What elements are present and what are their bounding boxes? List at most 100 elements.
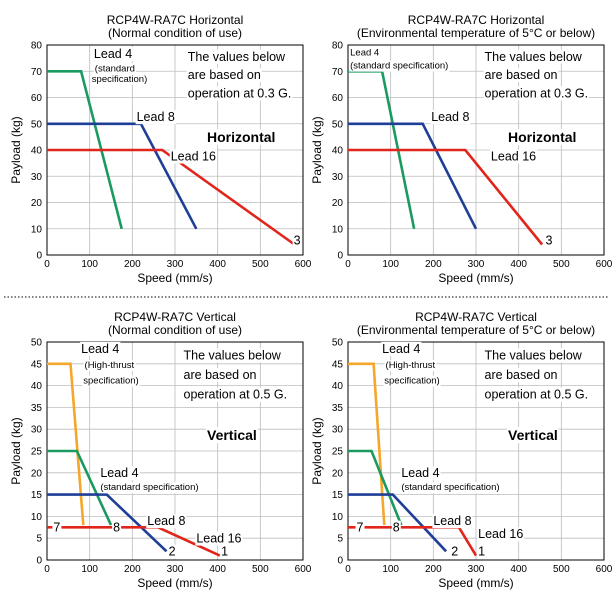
series-line-4 [47,525,221,557]
series-line-1 [348,362,386,526]
annotation-background [477,544,487,559]
y-tick-label: 0 [337,251,343,262]
x-tick-label: 200 [425,564,442,575]
annotation-background [507,427,559,444]
y-tick-label: 5 [36,534,42,545]
x-tick-label: 500 [252,259,269,270]
y-tick-label: 80 [332,41,344,52]
annotation-label: 8 [113,521,120,535]
chart-title: RCP4W-RA7C Vertical [114,310,236,324]
x-axis-label: Speed (mm/s) [137,271,212,285]
y-tick-label: 60 [332,93,344,104]
annotation-label: Lead 8 [431,110,469,124]
chart-subtitle: (Normal condition of use) [108,26,242,40]
annotation-background [544,233,554,248]
annotation-background [220,544,230,559]
x-tick-label: 100 [81,564,98,575]
series-line-3 [348,493,448,553]
annotation-label: (High-thrust [85,360,135,371]
x-tick-label: 200 [124,259,141,270]
y-tick-label: 30 [31,172,43,183]
annotation-label: operation at 0.3 G. [485,87,589,101]
y-tick-label: 10 [332,224,344,235]
annotation-background [430,110,471,125]
annotation-background [80,341,121,356]
annotation-label: Lead 4 [382,342,420,356]
y-tick-label: 40 [31,381,43,392]
y-tick-label: 25 [31,447,43,458]
chart-subtitle: (Normal condition of use) [108,323,242,337]
y-tick-label: 15 [332,490,344,501]
annotation-background [507,129,578,146]
x-tick-label: 400 [510,564,527,575]
x-tick-label: 200 [124,564,141,575]
annotation-label: specification) [384,375,439,386]
x-tick-label: 600 [295,259,312,270]
annotation-label: are based on [485,68,558,82]
y-tick-label: 5 [337,534,343,545]
annotation-background [349,60,450,72]
y-tick-label: 50 [332,119,344,130]
x-axis-label: Speed (mm/s) [137,576,212,590]
x-tick-label: 500 [553,259,570,270]
y-tick-label: 45 [31,359,43,370]
y-tick-label: 40 [31,146,43,157]
annotation-background [99,466,140,481]
y-tick-label: 30 [332,425,344,436]
annotation-background [83,360,136,372]
x-tick-label: 400 [209,564,226,575]
x-axis-label: Speed (mm/s) [438,576,513,590]
annotation-background [90,73,149,85]
annotation-label: 3 [294,234,301,248]
annotation-background [182,348,283,363]
annotation-label: Lead 16 [196,532,241,546]
annotation-background [450,544,460,559]
y-tick-label: 20 [332,198,344,209]
annotation-background [169,149,217,164]
chart-panel-4: 0 100 200 300 400 500 600 0 5 10 15 20 25 30 35 40 45 50 R… [310,310,613,590]
series-line-2 [348,122,478,230]
y-tick-label: 30 [332,172,344,183]
annotation-background [384,360,437,372]
annotation-label: Lead 8 [433,514,471,528]
annotation-label: Lead 4 [81,342,119,356]
annotation-background [186,86,293,101]
y-tick-label: 10 [332,512,344,523]
annotation-label: 3 [546,234,553,248]
annotation-background [483,86,590,101]
chart-title: RCP4W-RA7C Horizontal [408,13,544,27]
annotation-background [349,47,381,59]
series-line-2 [47,449,113,526]
x-tick-label: 500 [252,564,269,575]
annotation-background [195,531,243,546]
annotation-label: Lead 16 [171,150,216,164]
y-axis-label: Payload (kg) [9,417,23,484]
annotation-label: specification) [92,74,147,85]
annotation-label: Lead 16 [491,150,536,164]
annotation-background [182,387,289,402]
y-tick-label: 50 [332,338,344,349]
annotation-background [483,368,559,383]
annotation-label: 7 [53,521,60,535]
annotation-label: Lead 4 [401,466,439,480]
annotation-label: Lead 4 [350,48,379,59]
annotation-label: The values below [188,50,286,64]
annotation-label: Lead 4 [94,47,132,61]
y-tick-label: 35 [31,403,43,414]
annotation-background [206,129,277,146]
chart-panel-3: 0 100 200 300 400 500 600 0 5 10 15 20 25 30 35 40 45 50 R… [9,310,312,590]
y-tick-label: 80 [31,41,43,52]
series-line-3 [47,148,296,246]
chart-panel-2: 0 100 200 300 400 500 600 0 10 20 30 40 50 60 70 80 RCP4… [310,13,613,285]
x-tick-label: 600 [295,564,312,575]
annotation-label: 1 [221,545,228,559]
y-tick-label: 15 [31,490,43,501]
annotation-background [489,149,538,164]
y-tick-label: 20 [31,468,43,479]
x-tick-label: 300 [468,259,485,270]
y-tick-label: 0 [337,556,343,567]
x-tick-label: 600 [596,259,613,270]
annotation-background [92,47,134,62]
x-tick-label: 0 [345,564,351,575]
annotation-label: operation at 0.3 G. [188,87,292,101]
